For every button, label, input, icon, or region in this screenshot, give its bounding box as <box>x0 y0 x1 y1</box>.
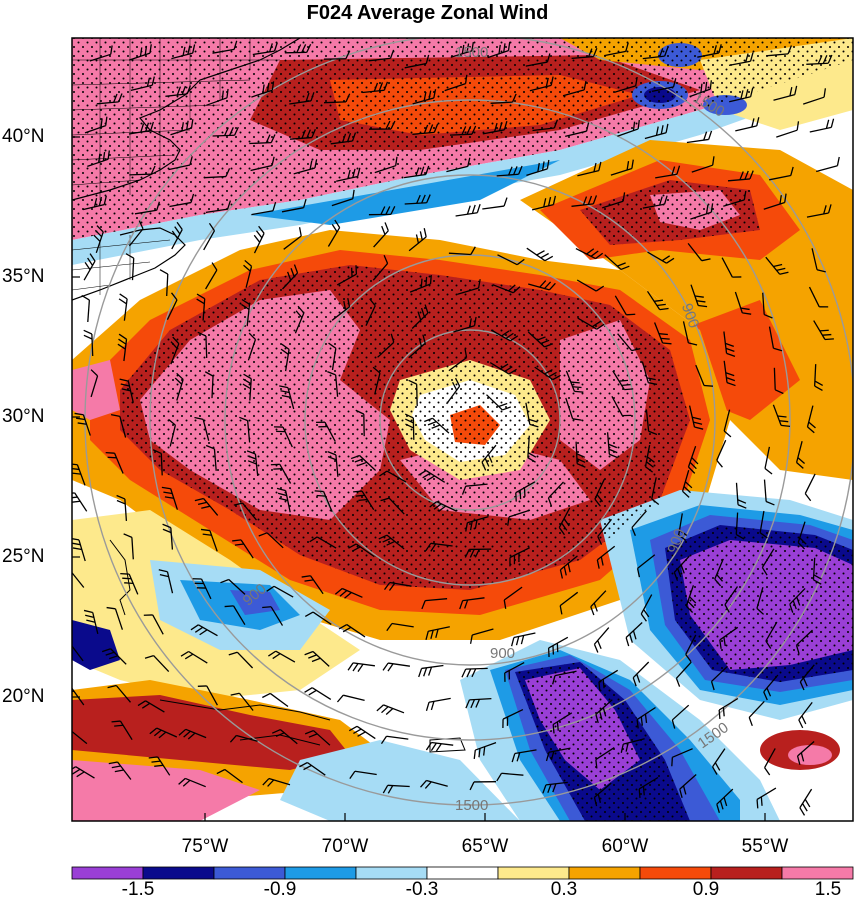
colorbar-swatch <box>427 867 498 879</box>
lon-label-55w: 55°W <box>720 836 810 858</box>
lon-label-70w: 70°W <box>300 836 390 858</box>
field-layer: 1500 1500 900 900 900 900 1500 1500 <box>61 35 855 821</box>
colorbar-swatch <box>498 867 569 879</box>
lat-label-35n: 35°N <box>2 266 44 288</box>
colorbar-swatch <box>711 867 782 879</box>
lon-label-65w: 65°W <box>440 836 530 858</box>
colorbar-swatch <box>214 867 285 879</box>
colorbar-swatch <box>72 867 143 879</box>
colorbar-label: 0.9 <box>676 879 736 901</box>
colorbar-swatch <box>569 867 640 879</box>
ring-label: 900 <box>490 645 515 662</box>
colorbar-label: 0.3 <box>534 879 594 901</box>
shade-pink-blob-se2 <box>788 745 832 765</box>
colorbar-swatch <box>782 867 853 879</box>
colorbar-swatch <box>143 867 214 879</box>
lat-label-20n: 20°N <box>2 686 44 708</box>
colorbar-swatch <box>640 867 711 879</box>
ring-label: 1500 <box>455 797 488 814</box>
colorbar-swatch <box>285 867 356 879</box>
colorbar-label: -1.5 <box>108 879 168 901</box>
colorbar-label: -0.3 <box>392 879 452 901</box>
lat-label-30n: 30°N <box>2 406 44 428</box>
lat-label-40n: 40°N <box>2 126 44 148</box>
colorbar-label: -0.9 <box>250 879 310 901</box>
lon-label-60w: 60°W <box>580 836 670 858</box>
lon-label-75w: 75°W <box>160 836 250 858</box>
lat-label-25n: 25°N <box>2 546 44 568</box>
colorbar <box>72 867 853 879</box>
ring-label: 1500 <box>455 44 488 61</box>
colorbar-swatch <box>356 867 427 879</box>
colorbar-label: 1.5 <box>808 879 848 901</box>
